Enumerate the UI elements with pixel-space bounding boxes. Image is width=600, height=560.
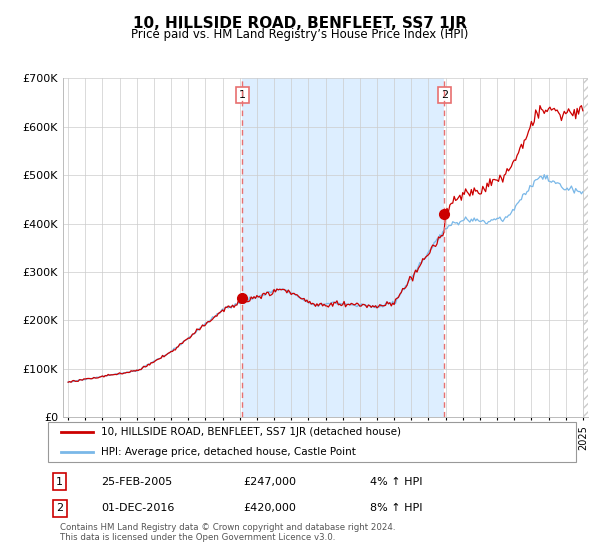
Text: 2: 2 xyxy=(440,90,448,100)
Bar xyxy=(583,78,588,417)
Text: 1: 1 xyxy=(56,477,63,487)
Text: 01-DEC-2016: 01-DEC-2016 xyxy=(101,503,174,513)
Text: 4% ↑ HPI: 4% ↑ HPI xyxy=(370,477,422,487)
Text: Contains HM Land Registry data © Crown copyright and database right 2024.
This d: Contains HM Land Registry data © Crown c… xyxy=(59,523,395,543)
FancyBboxPatch shape xyxy=(48,422,576,462)
Text: 10, HILLSIDE ROAD, BENFLEET, SS7 1JR: 10, HILLSIDE ROAD, BENFLEET, SS7 1JR xyxy=(133,16,467,31)
Text: £247,000: £247,000 xyxy=(244,477,296,487)
Bar xyxy=(242,78,444,417)
Text: HPI: Average price, detached house, Castle Point: HPI: Average price, detached house, Cast… xyxy=(101,446,356,456)
Text: 25-FEB-2005: 25-FEB-2005 xyxy=(101,477,172,487)
Text: 2: 2 xyxy=(56,503,63,513)
Text: 10, HILLSIDE ROAD, BENFLEET, SS7 1JR (detached house): 10, HILLSIDE ROAD, BENFLEET, SS7 1JR (de… xyxy=(101,427,401,437)
Text: 1: 1 xyxy=(239,90,246,100)
Text: £420,000: £420,000 xyxy=(244,503,296,513)
Text: Price paid vs. HM Land Registry’s House Price Index (HPI): Price paid vs. HM Land Registry’s House … xyxy=(131,28,469,41)
Text: 8% ↑ HPI: 8% ↑ HPI xyxy=(370,503,422,513)
